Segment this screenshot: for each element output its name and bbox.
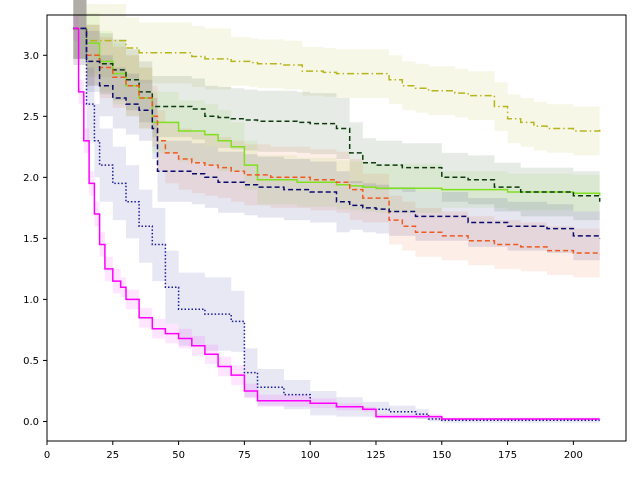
y-tick-label: 0.0 bbox=[23, 417, 39, 428]
series-1-band bbox=[73, 0, 600, 214]
y-tick-label: 1.5 bbox=[23, 234, 39, 245]
y-tick-label: 0.5 bbox=[23, 356, 39, 367]
series-0-line bbox=[73, 27, 601, 132]
x-tick-label: 100 bbox=[301, 450, 320, 461]
y-tick-label: 2.0 bbox=[23, 173, 39, 184]
x-tick-label: 125 bbox=[366, 450, 385, 461]
series-2-band bbox=[73, 0, 600, 227]
x-tick-label: 50 bbox=[172, 450, 185, 461]
series-5-line bbox=[73, 27, 600, 421]
x-tick-label: 25 bbox=[106, 450, 119, 461]
x-tick-label: 150 bbox=[432, 450, 451, 461]
y-axis: 0.0 0.5 1.0 1.5 2.0 2.5 3.0 bbox=[23, 51, 47, 428]
series-4-band bbox=[73, 0, 600, 263]
x-tick-label: 175 bbox=[498, 450, 517, 461]
y-tick-label: 2.5 bbox=[23, 112, 39, 123]
x-axis: 0 25 50 75 100 125 150 175 200 bbox=[44, 441, 583, 461]
series-lines bbox=[73, 27, 601, 421]
series-4-line bbox=[73, 27, 601, 239]
plot-area-frame bbox=[46, 14, 627, 442]
y-tick-label: 3.0 bbox=[23, 51, 39, 62]
confidence-bands bbox=[73, 0, 600, 423]
y-tick-label: 1.0 bbox=[23, 295, 39, 306]
series-0-band bbox=[73, 0, 600, 156]
series-3-line bbox=[73, 27, 601, 255]
series-5-band bbox=[73, 0, 600, 423]
x-tick-label: 0 bbox=[44, 450, 50, 461]
x-tick-label: 200 bbox=[564, 450, 583, 461]
series-3-band bbox=[73, 0, 600, 279]
x-tick-label: 75 bbox=[238, 450, 251, 461]
series-2-line bbox=[73, 27, 601, 202]
series-6-line bbox=[73, 27, 600, 420]
